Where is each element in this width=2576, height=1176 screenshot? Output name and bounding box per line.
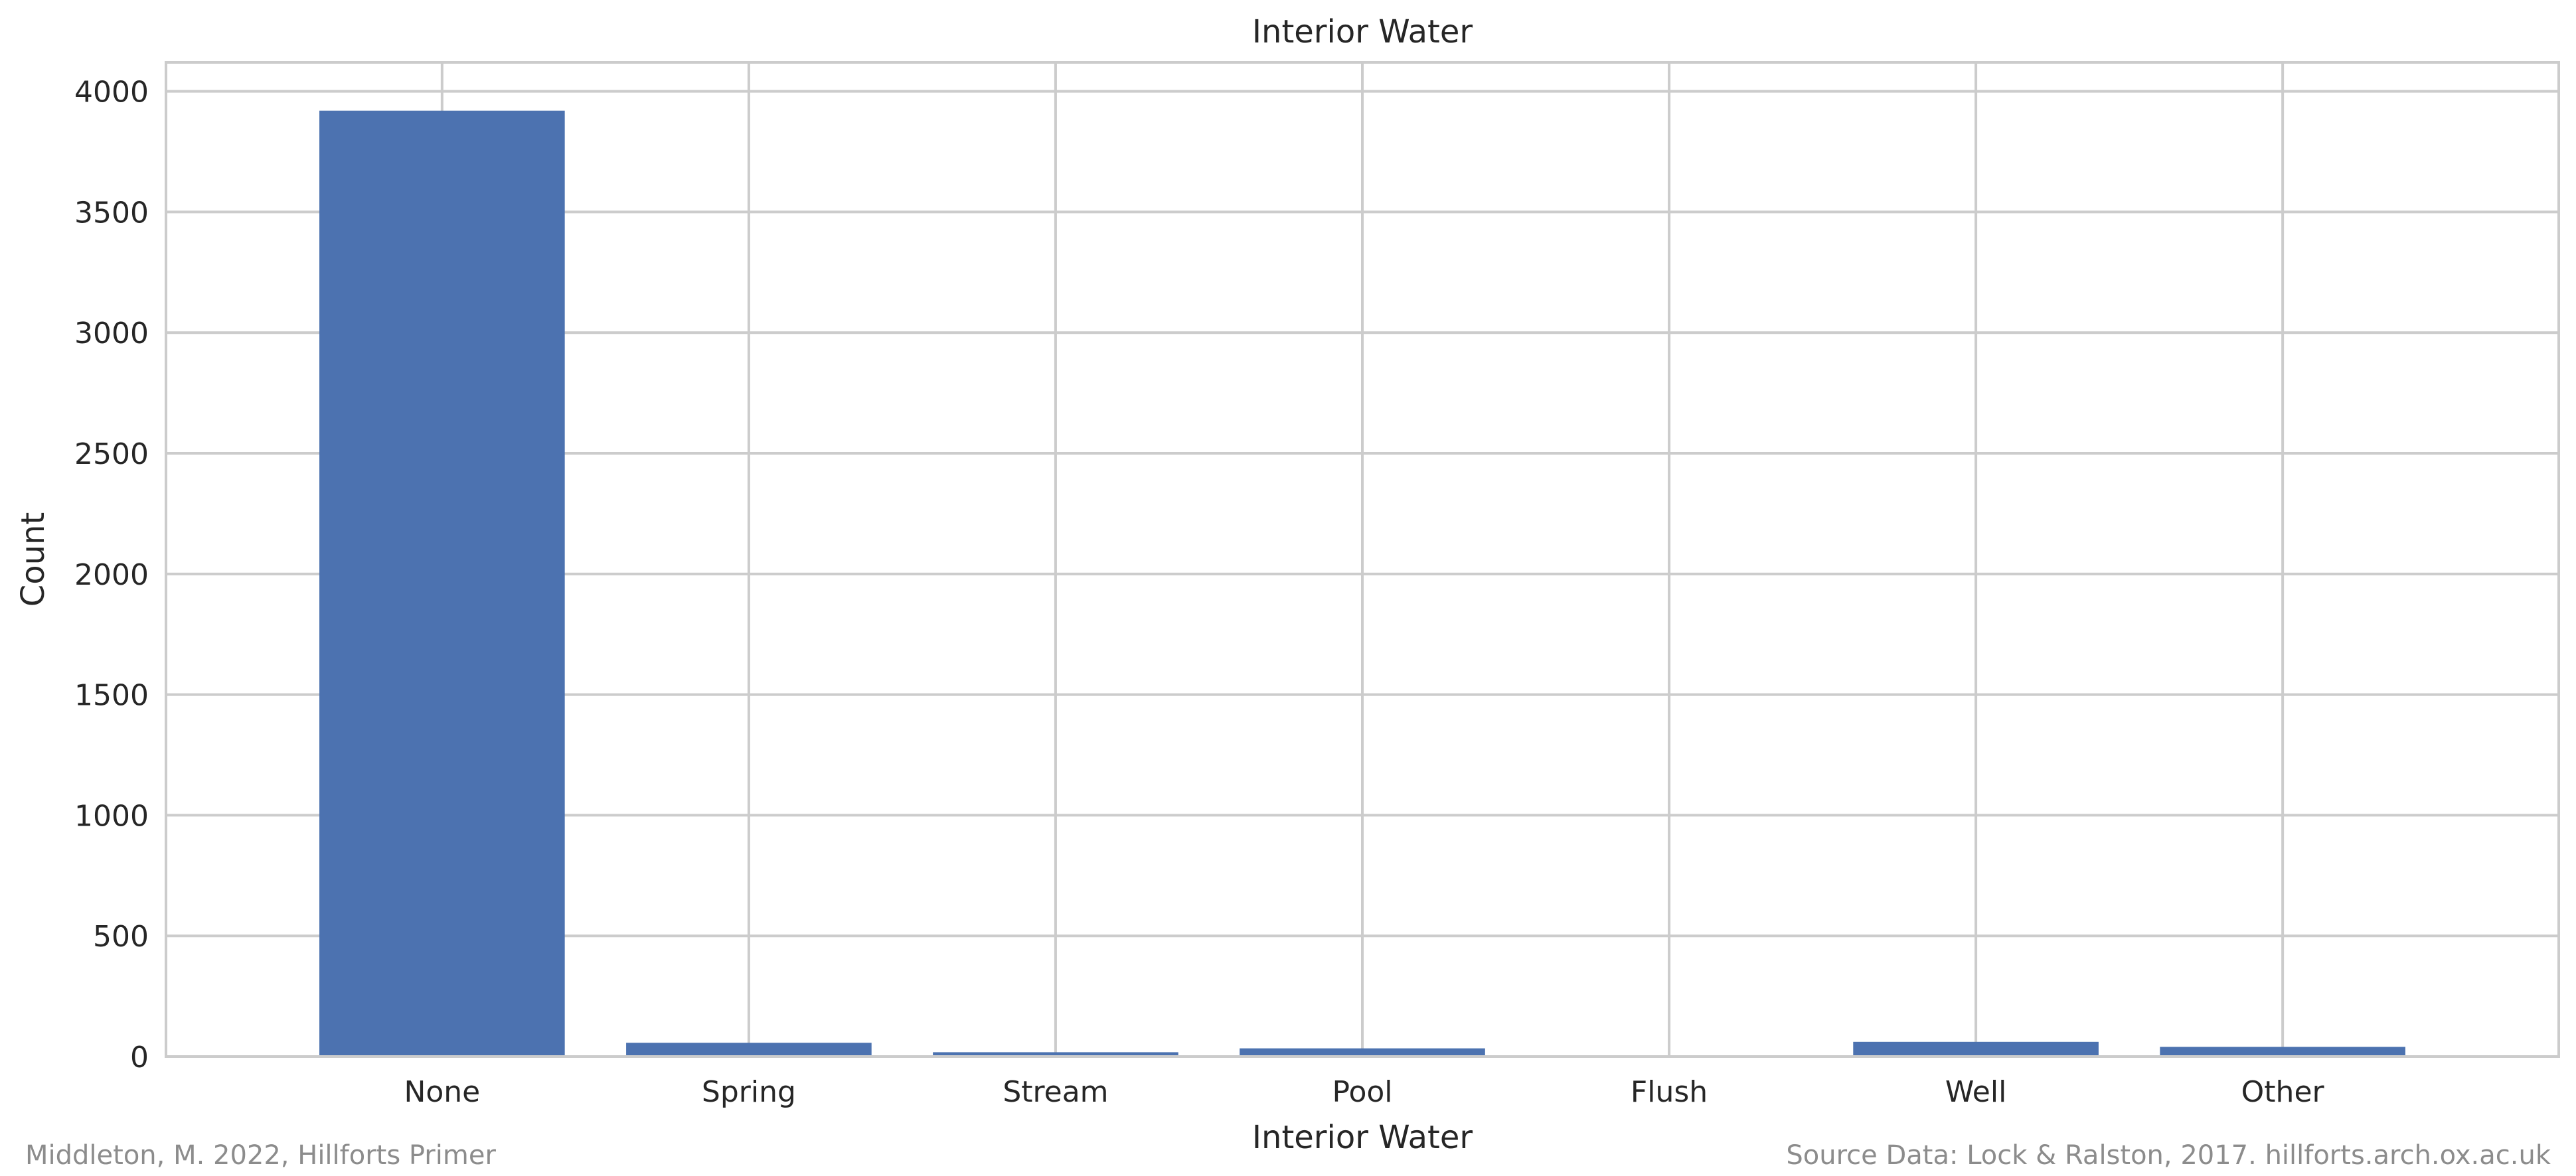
x-tick-label: Stream — [1003, 1075, 1108, 1109]
footer-credit-left: Middleton, M. 2022, Hillforts Primer — [25, 1140, 496, 1171]
bar-none — [319, 110, 565, 1057]
x-tick-label: Well — [1945, 1075, 2006, 1109]
y-tick-labels: 0 500 1000 1500 2000 2500 3000 3500 4000 — [74, 76, 149, 1074]
x-tick-labels: None Spring Stream Pool Flush Well Other — [404, 1075, 2324, 1109]
bar-well — [1853, 1041, 2099, 1057]
chart-title: Interior Water — [1252, 13, 1473, 50]
y-tick-label: 3000 — [74, 317, 149, 350]
x-tick-label: Spring — [702, 1075, 796, 1109]
x-tick-label: Other — [2241, 1075, 2325, 1109]
y-tick-label: 2000 — [74, 558, 149, 592]
y-tick-label: 0 — [130, 1041, 149, 1074]
x-tick-label: Flush — [1631, 1075, 1708, 1109]
y-tick-label: 3500 — [74, 196, 149, 230]
bar-stream — [933, 1052, 1178, 1057]
bar-other — [2160, 1047, 2405, 1057]
y-tick-label: 2500 — [74, 437, 149, 471]
y-tick-label: 500 — [93, 920, 149, 954]
bar-spring — [626, 1043, 872, 1057]
grid-layer — [166, 62, 2559, 1058]
y-tick-label: 4000 — [74, 76, 149, 110]
x-axis-label: Interior Water — [1252, 1119, 1473, 1156]
bar-pool — [1240, 1048, 1485, 1057]
y-tick-label: 1000 — [74, 799, 149, 833]
y-tick-label: 1500 — [74, 679, 149, 713]
x-tick-label: None — [404, 1075, 480, 1109]
footer-credit-right: Source Data: Lock & Ralston, 2017. hillf… — [1786, 1140, 2551, 1171]
y-axis-label: Count — [15, 512, 52, 607]
plot-frame — [165, 61, 2560, 1058]
x-tick-label: Pool — [1332, 1075, 1392, 1109]
